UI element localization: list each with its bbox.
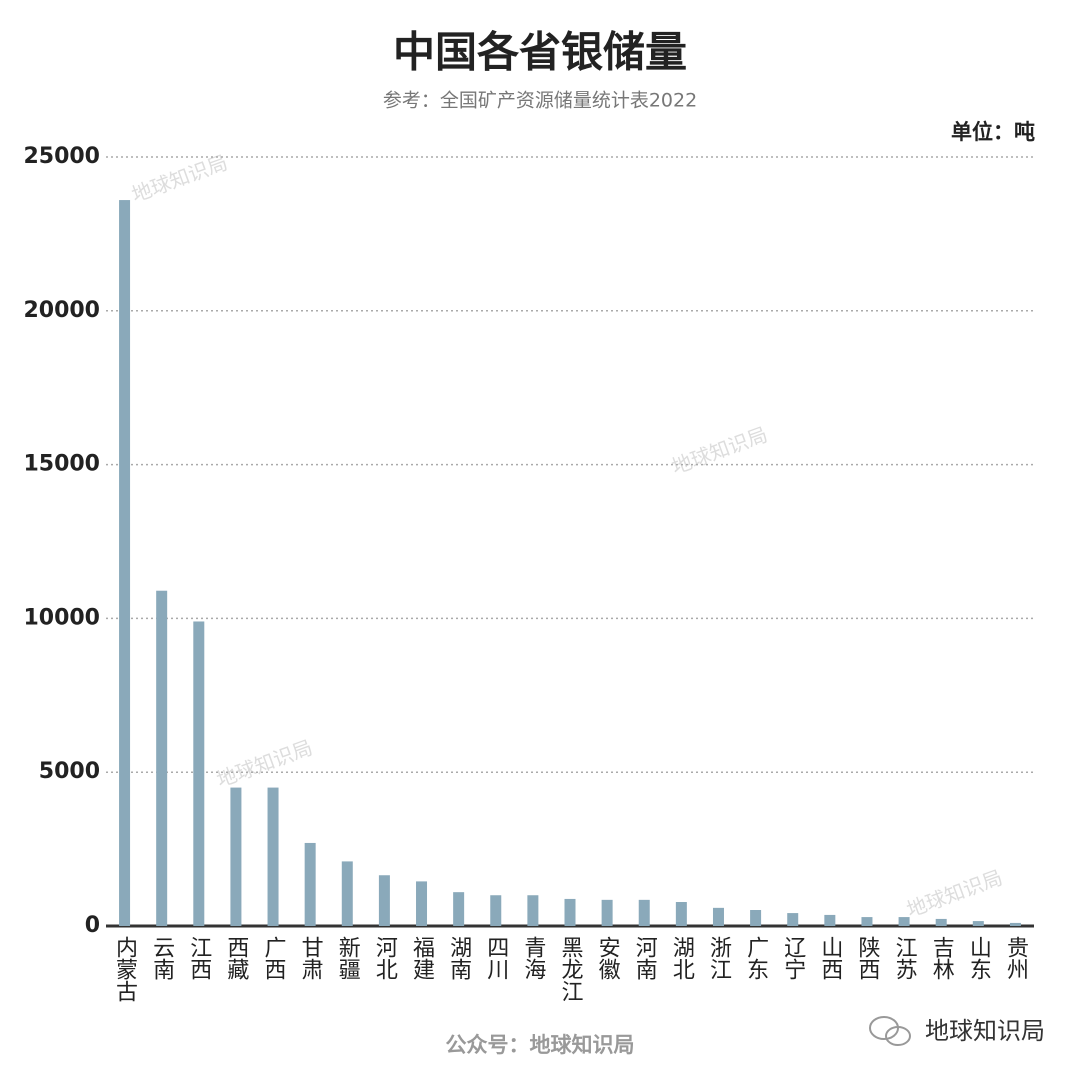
x-tick-label: 云南 — [149, 936, 174, 980]
logo-text: 地球知识局 — [925, 1017, 1045, 1045]
bar — [712, 907, 724, 926]
x-tick-label: 四川 — [483, 936, 509, 980]
y-tick-label: 0 — [85, 913, 100, 938]
bar — [935, 918, 947, 926]
watermark: 地球知识局 — [903, 865, 1005, 922]
x-tick-label: 西藏 — [223, 936, 249, 980]
x-tick-label: 湖北 — [669, 936, 695, 980]
bar — [898, 917, 910, 926]
y-tick-label: 20000 — [23, 298, 100, 323]
x-tick-label: 辽宁 — [780, 936, 806, 980]
bar — [675, 902, 687, 926]
bar — [861, 917, 873, 926]
x-tick-label: 浙江 — [706, 936, 732, 980]
x-tick-label: 湖南 — [446, 936, 472, 980]
x-tick-label: 江苏 — [892, 936, 918, 980]
bar — [230, 787, 242, 926]
bar — [490, 895, 502, 926]
chart-title: 中国各省银储量 — [393, 28, 687, 77]
watermark: 地球知识局 — [213, 735, 315, 792]
x-tick-label: 河北 — [372, 936, 398, 980]
y-tick-label: 25000 — [23, 144, 100, 169]
bar — [527, 895, 539, 926]
bar — [416, 881, 428, 926]
bar — [304, 842, 316, 926]
x-tick-label: 安徽 — [595, 936, 621, 980]
bar — [156, 590, 168, 926]
watermark: 地球知识局 — [668, 422, 770, 479]
x-tick-label: 贵州 — [1003, 936, 1029, 980]
x-tick-label: 陕西 — [854, 936, 879, 980]
bar — [193, 621, 205, 926]
x-tick-label: 青海 — [520, 936, 546, 980]
bar — [1009, 922, 1021, 926]
x-tick-label: 江西 — [186, 936, 212, 980]
logo-icon — [869, 1016, 911, 1046]
bar — [341, 861, 353, 926]
footer: 公众号：地球知识局 — [446, 1033, 635, 1057]
x-tick-label: 黑龙江 — [558, 936, 584, 1002]
bar — [453, 892, 465, 926]
x-tick-label: 河南 — [632, 936, 658, 980]
bar — [267, 787, 279, 926]
x-tick-label: 山东 — [966, 936, 991, 980]
x-tick-label: 吉林 — [929, 936, 955, 980]
chart-subtitle: 参考：全国矿产资源储量统计表2022 — [383, 90, 697, 112]
bar — [972, 921, 984, 926]
bar — [564, 898, 576, 926]
x-tick-label: 山西 — [817, 936, 842, 980]
x-tick-label: 广西 — [261, 936, 287, 980]
x-tick-label: 福建 — [409, 936, 435, 980]
bar — [119, 200, 131, 927]
y-tick-label: 15000 — [23, 452, 100, 477]
x-tick-label: 新疆 — [335, 936, 361, 980]
bar — [787, 913, 799, 926]
watermark: 地球知识局 — [128, 150, 230, 207]
bar — [601, 899, 613, 926]
x-tick-label: 广东 — [743, 936, 769, 980]
unit-label: 单位：吨 — [951, 120, 1035, 144]
bar — [378, 875, 390, 926]
y-tick-label: 10000 — [23, 605, 100, 630]
y-tick-label: 5000 — [39, 759, 100, 784]
bar — [750, 910, 762, 926]
x-tick-label: 内蒙古 — [112, 936, 137, 1002]
bar — [638, 899, 650, 926]
bar — [824, 914, 836, 926]
x-tick-label: 甘肃 — [298, 936, 324, 980]
